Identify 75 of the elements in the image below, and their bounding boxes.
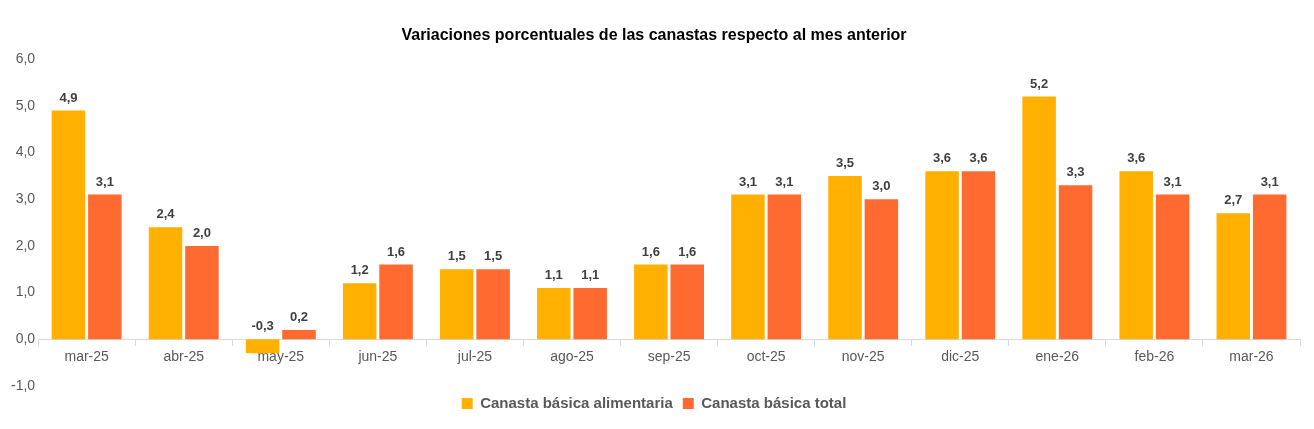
y-tick-label: 1,0 <box>15 283 36 300</box>
x-tick-label: mar-25 <box>64 347 110 364</box>
x-tick-label: ene-26 <box>1035 347 1080 364</box>
y-tick-label: 6,0 <box>15 50 36 67</box>
data-label: 3,1 <box>775 173 794 189</box>
chart-title: Variaciones porcentuales de las canastas respecto al mes anterior <box>401 26 907 44</box>
y-tick-label: 3,0 <box>15 190 36 207</box>
x-tick-label: abr-25 <box>163 347 205 364</box>
x-tick-label: mar-26 <box>1229 347 1274 364</box>
bar <box>767 194 802 340</box>
legend-label: Canasta básica total <box>701 393 847 411</box>
x-tick-label: dic-25 <box>941 347 980 364</box>
x-tick-label: ago-25 <box>550 347 594 364</box>
data-label: 3,1 <box>1260 173 1279 189</box>
bar <box>1216 213 1251 340</box>
x-tick-label: jul-25 <box>456 347 493 364</box>
bar <box>634 264 668 340</box>
x-tick-label: may-25 <box>257 347 305 364</box>
bar <box>573 287 607 340</box>
data-label: 3,1 <box>1163 173 1182 189</box>
data-label: 1,6 <box>641 243 660 259</box>
x-tick-label: feb-26 <box>1134 347 1175 364</box>
data-label: 4,9 <box>59 89 78 105</box>
bar <box>185 245 219 340</box>
data-label: 1,1 <box>544 267 563 283</box>
x-tick-label: sep-25 <box>647 347 691 364</box>
data-label: 0,2 <box>289 309 309 325</box>
data-label: 1,6 <box>678 243 697 259</box>
legend-label: Canasta básica alimentaria <box>480 393 674 411</box>
bar <box>51 110 86 340</box>
bar <box>379 264 413 340</box>
bar <box>828 175 862 340</box>
data-label: 1,5 <box>447 248 466 264</box>
y-tick-label: 0,0 <box>15 330 36 347</box>
bar <box>439 269 474 340</box>
bar <box>731 194 765 340</box>
bar <box>282 329 316 340</box>
bar <box>1058 185 1093 340</box>
bar <box>148 227 183 340</box>
bar <box>476 269 510 340</box>
data-label: 5,2 <box>1030 75 1049 91</box>
data-label: 2,0 <box>192 225 211 241</box>
bar <box>1022 96 1056 340</box>
data-label: 1,2 <box>350 262 369 278</box>
bar <box>925 171 959 340</box>
data-label: 3,1 <box>738 173 757 189</box>
bar <box>961 171 996 340</box>
y-tick-label: 4,0 <box>15 143 36 160</box>
data-label: 2,4 <box>156 206 176 222</box>
bar <box>1119 171 1153 340</box>
data-label: 1,5 <box>484 248 503 264</box>
data-label: 1,6 <box>387 243 406 259</box>
data-label: 3,0 <box>872 178 891 194</box>
data-label: 3,6 <box>969 150 988 166</box>
bar <box>670 264 705 340</box>
data-label: 3,6 <box>1127 150 1146 166</box>
x-tick-label: nov-25 <box>841 347 885 364</box>
bar <box>88 194 122 340</box>
data-label: 3,6 <box>933 150 952 166</box>
x-tick-label: jun-25 <box>357 347 398 364</box>
bar <box>864 199 899 340</box>
bar <box>537 287 571 340</box>
data-label: 3,3 <box>1066 164 1085 180</box>
bar <box>1252 194 1287 340</box>
data-label: 3,1 <box>95 173 114 189</box>
data-label: -0,3 <box>251 318 274 334</box>
x-tick-label: oct-25 <box>746 347 786 364</box>
y-tick-label: 5,0 <box>15 96 36 113</box>
y-tick-label: -1,0 <box>11 376 36 393</box>
data-label: 2,7 <box>1224 192 1243 208</box>
bar <box>342 283 377 340</box>
y-tick-label: 2,0 <box>15 236 36 253</box>
data-label: 1,1 <box>581 267 600 283</box>
bar <box>1155 194 1190 340</box>
data-label: 3,5 <box>835 154 855 170</box>
